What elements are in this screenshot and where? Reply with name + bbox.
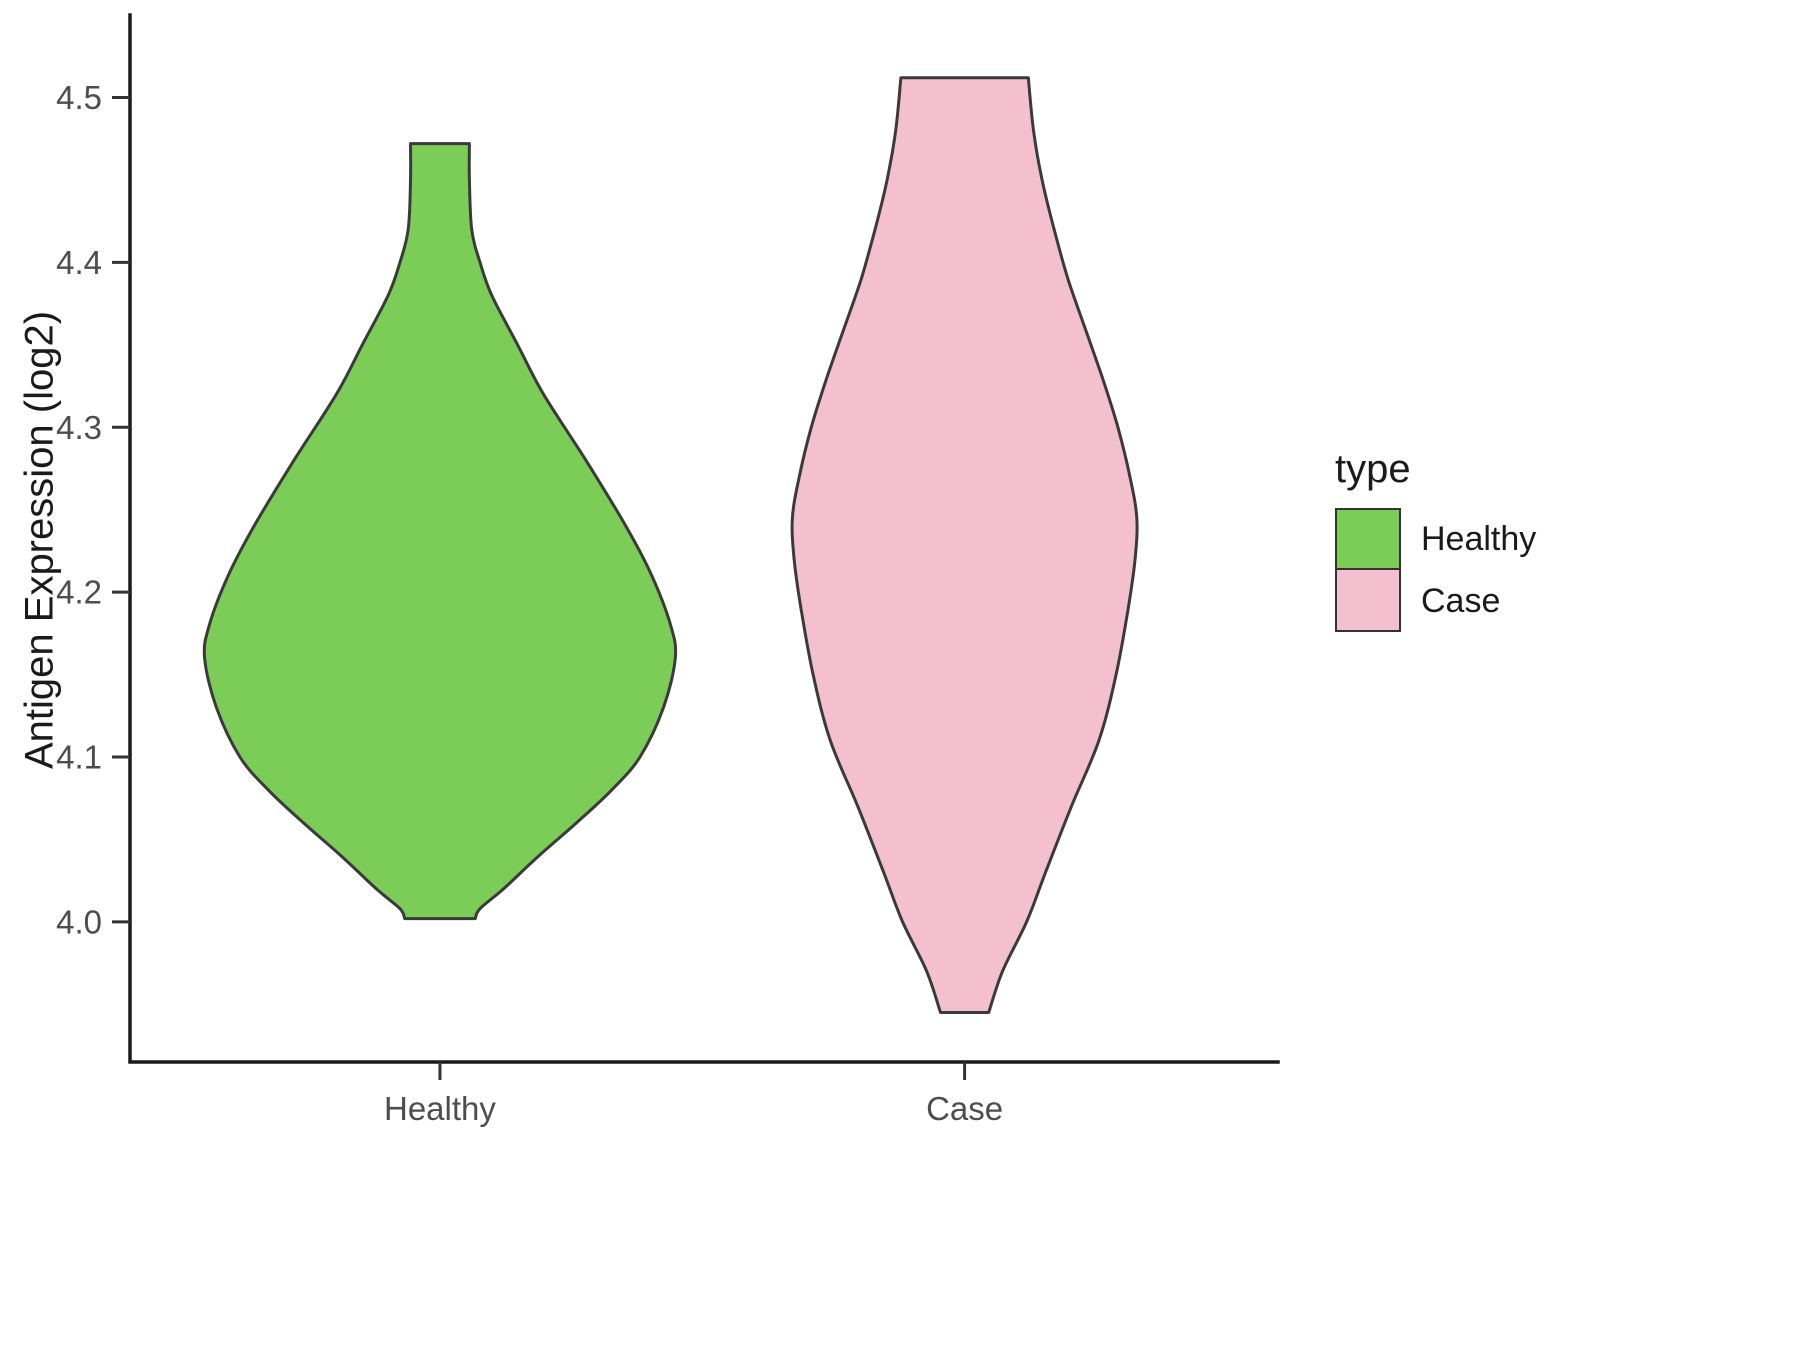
legend-title: type [1335,447,1411,491]
legend-label-healthy: Healthy [1421,519,1537,558]
legend-swatch-case [1335,570,1401,632]
legend-swatch-healthy [1335,508,1401,570]
axis-lines [128,13,1280,1064]
legend-item-case: Case [1335,570,1536,632]
legend-label-case: Case [1421,581,1501,620]
y-tick-label: 4.2 [56,574,102,611]
violin-case [790,76,1139,1014]
x-tick-label-case: Case [926,1090,1003,1127]
y-tick-label: 4.4 [56,244,102,281]
violin-healthy [202,142,678,921]
x-tick-label-healthy: Healthy [384,1090,496,1127]
legend-item-healthy: Healthy [1335,508,1536,570]
y-tick-label: 4.0 [56,903,102,940]
y-tick-label: 4.3 [56,409,102,446]
y-tick-label: 4.5 [56,79,102,116]
y-tick-label: 4.1 [56,739,102,776]
legend: type Healthy Case [1335,447,1536,632]
y-axis-title: Antigen Expression (log2) [17,310,62,770]
